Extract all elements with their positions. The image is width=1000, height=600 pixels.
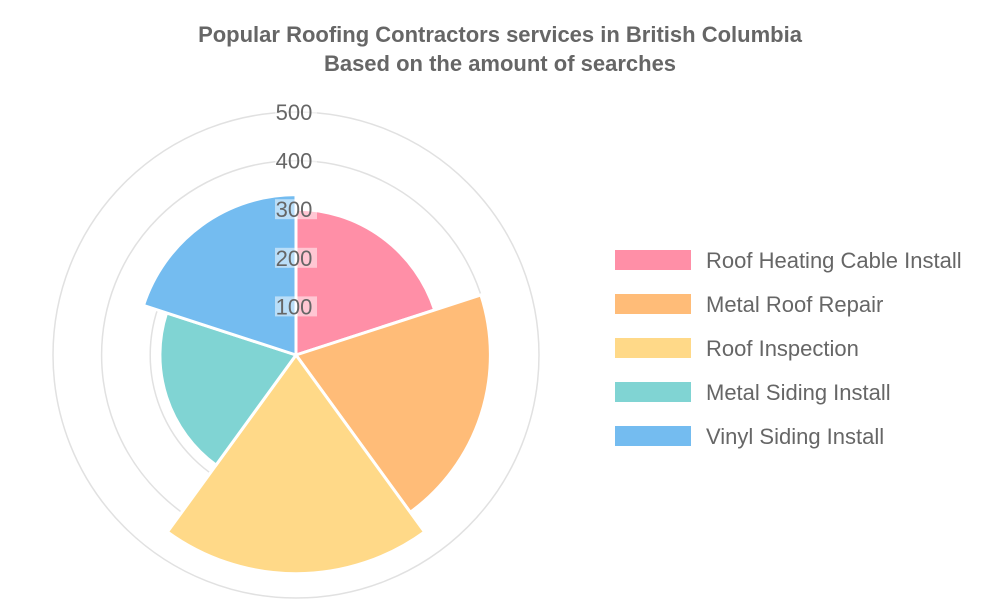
tick-label-backdrop-500 [275,102,317,122]
tick-label-backdrop-400 [275,150,317,171]
legend-swatch-metal-roof-repair[interactable] [615,294,691,314]
chart-title-line-2: Based on the amount of searches [324,51,676,76]
tick-label-500: 500 [276,100,313,125]
legend-swatch-roof-inspection[interactable] [615,338,691,358]
slices [141,193,492,576]
legend: Roof Heating Cable Install Metal Roof Rep… [615,248,962,449]
tick-label-300: 300 [276,197,313,222]
slice-metal-roof-repair[interactable] [293,293,492,515]
legend-label-vinyl-siding-install[interactable]: Vinyl Siding Install [706,424,884,449]
slice-vinyl-siding-install[interactable] [141,193,298,358]
legend-swatch-roof-heating-cable-install[interactable] [615,250,691,270]
legend-label-metal-siding-install[interactable]: Metal Siding Install [706,380,891,405]
legend-label-metal-roof-repair[interactable]: Metal Roof Repair [706,292,883,317]
chart-title-line-1: Popular Roofing Contractors services in … [198,22,803,47]
tick-label-200: 200 [276,246,313,271]
tick-label-backdrop-200 [275,247,317,268]
radial-tick-labels: 100 200 300 400 500 [275,100,317,319]
tick-label-400: 400 [276,149,313,174]
slice-roof-inspection[interactable] [165,352,427,576]
legend-label-roof-heating-cable-install[interactable]: Roof Heating Cable Install [706,248,962,273]
legend-swatch-metal-siding-install[interactable] [615,382,691,402]
tick-label-backdrop-300 [275,199,317,220]
legend-label-roof-inspection[interactable]: Roof Inspection [706,336,859,361]
tick-label-100: 100 [276,294,313,319]
tick-label-backdrop-100 [275,296,317,317]
slice-metal-siding-install[interactable] [158,311,299,468]
legend-swatch-vinyl-siding-install[interactable] [615,426,691,446]
